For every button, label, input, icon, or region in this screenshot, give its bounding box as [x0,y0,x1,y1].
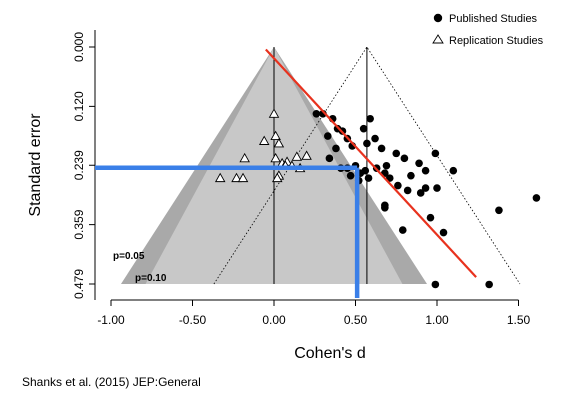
y-tick-label: 0.479 [72,269,86,299]
legend-marker-published [433,13,443,23]
published-study-point [363,139,371,148]
x-axis-title: Cohen's d [294,345,366,362]
published-study-point [439,228,448,237]
plot-axes: 0.000 0.120 0.239 0.359 0.479 -1.00 -0.50 0.00 0… [72,30,531,327]
published-study-point [416,189,425,197]
replication-study-point [268,108,280,118]
published-study-point [392,149,401,158]
published-study-point [364,174,373,182]
overlays [95,48,477,298]
legend-label-replication: Replication Studies [449,35,544,47]
y-tick-label: 0.000 [72,32,86,62]
y-tick-label: 0.120 [72,91,86,121]
replication-study-point [270,152,281,163]
replication-study-point [270,130,281,141]
published-study-point [381,204,389,212]
published-study-point [312,109,321,118]
legend [432,13,444,44]
published-study-point [394,181,402,190]
legend-label-published: Published Studies [449,13,538,25]
published-study-point [403,186,412,195]
published-study-point [359,124,368,133]
published-study-point [382,161,391,170]
published-study-point [377,144,386,153]
p-value-label-05: p=0.05 [113,251,145,262]
x-tick-label: -0.50 [179,313,207,327]
y-axis-title: Standard error [27,113,44,217]
x-tick-label: 1.00 [425,313,449,327]
published-study-point [449,166,458,175]
replication-study-point [258,135,270,145]
published-study-point [431,149,440,158]
legend-marker-replication [432,34,444,44]
published-study-point [532,194,541,202]
published-study-point [325,154,334,163]
x-tick-label: -1.00 [97,313,125,327]
published-study-point [371,134,379,143]
published-study-point [426,213,435,222]
x-tick-label: 1.50 [507,313,531,327]
published-study-point [366,114,374,123]
replication-study-point [231,172,242,183]
published-study-point [346,171,355,180]
replication-study-point [214,172,226,183]
published-study-point [398,226,407,234]
funnel-plot: 0.000 0.120 0.239 0.359 0.479 -1.00 -0.50 0.00 0… [27,13,544,362]
published-study-point [415,159,423,168]
replication-study-point [273,138,285,148]
replication-study-point [237,172,249,183]
published-study-point [485,280,493,289]
y-tick-label: 0.239 [72,150,86,180]
published-study-point [323,132,332,140]
replication-study-point [291,151,303,161]
dotted-funnel [213,46,521,285]
published-study-point [495,206,503,215]
source-caption: Shanks et al. (2015) JEP:General [22,375,201,389]
published-study-point [407,171,415,180]
replication-study-point [301,150,312,160]
x-tick-label: 0.00 [262,313,286,327]
y-tick-label: 0.359 [72,209,86,239]
regression-line [265,48,477,278]
p-value-label-10: p=0.10 [135,273,167,284]
published-study-point [400,154,409,163]
replication-study-point [271,172,283,183]
replication-study-point [239,152,250,163]
published-study-point [421,166,430,175]
x-tick-label: 0.50 [344,313,368,327]
published-study-point [433,184,441,192]
published-study-point [431,280,440,289]
published-study-point [421,184,430,192]
published-study-point [332,144,340,153]
